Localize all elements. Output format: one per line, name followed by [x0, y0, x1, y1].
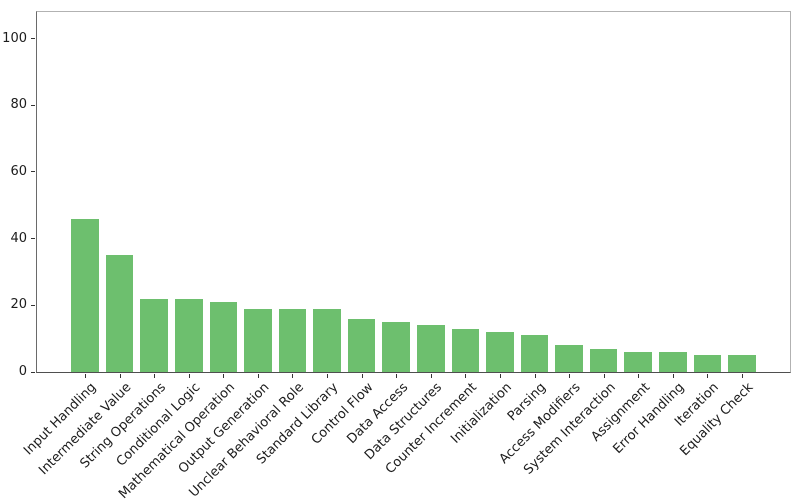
bar [693, 355, 722, 372]
x-tick-label: Output Generation [175, 380, 273, 477]
x-tick-label: Intermediate Value [36, 380, 135, 479]
x-tick-mark [119, 374, 121, 378]
bar [209, 302, 238, 372]
x-tick-mark [223, 374, 225, 378]
y-tick-label: 40 [10, 230, 27, 246]
x-tick-label: Unclear Behavioral Role [186, 380, 308, 501]
x-tick-mark [672, 374, 674, 378]
x-tick-label: Input Handling [21, 380, 100, 459]
bar [71, 218, 99, 372]
x-tick-mark [534, 374, 536, 378]
x-tick-label: Counter Increment [382, 380, 480, 478]
x-tick-label: Standard Library [254, 380, 342, 468]
x-tick-label: Control Flow [308, 380, 377, 448]
y-tick-mark [31, 238, 35, 240]
bar [658, 352, 687, 372]
x-tick-mark [430, 374, 432, 378]
x-tick-label: System Interaction [520, 380, 619, 478]
x-tick-mark [465, 374, 467, 378]
bar [140, 298, 169, 372]
x-tick-label: Parsing [504, 380, 550, 425]
x-tick-label: Equality Check [677, 380, 757, 460]
x-tick-mark [85, 374, 87, 378]
bar [451, 328, 480, 372]
bar [520, 335, 549, 372]
x-tick-label: Assignment [588, 380, 653, 445]
bar [624, 352, 653, 372]
x-tick-label: Error Handling [610, 380, 688, 457]
x-tick-label: Data Structures [362, 380, 446, 464]
x-axis-labels: Input Handling Intermediate Value String O… [21, 377, 789, 503]
y-tick-label: 100 [2, 30, 27, 46]
x-tick-label: Mathematical Operation [116, 380, 238, 502]
x-tick-label: Data Access [343, 380, 411, 447]
y-tick-label: 20 [10, 297, 27, 313]
y-tick-mark [31, 371, 35, 373]
bar [589, 348, 618, 372]
y-tick-label: 60 [10, 164, 27, 180]
x-tick-mark [292, 374, 294, 378]
bar [382, 322, 411, 372]
x-tick-mark [741, 374, 743, 378]
x-tick-mark [707, 374, 709, 378]
bar [347, 318, 376, 372]
x-tick-mark [257, 374, 259, 378]
bar [416, 325, 445, 372]
bar [174, 298, 203, 372]
x-tick-mark [188, 374, 190, 378]
bar [313, 308, 341, 372]
y-tick-mark [31, 171, 35, 173]
bar [728, 355, 756, 372]
y-tick-mark [31, 304, 35, 306]
y-tick-mark [31, 38, 35, 40]
plot-area: 0 20 40 60 80 100 [2, 11, 791, 379]
x-tick-mark [396, 374, 398, 378]
x-tick-mark [327, 374, 329, 378]
bar [555, 345, 583, 372]
bar [486, 332, 514, 372]
x-tick-mark [569, 374, 571, 378]
y-tick-label: 80 [10, 97, 27, 113]
x-tick-label: Conditional Logic [113, 380, 204, 470]
x-tick-label: Access Modifiers [496, 380, 584, 467]
y-tick-mark [31, 104, 35, 106]
x-tick-mark [154, 374, 156, 378]
x-tick-mark [603, 374, 605, 378]
x-tick-label: Iteration [672, 380, 722, 430]
bar [244, 308, 272, 372]
x-tick-mark [361, 374, 363, 378]
x-tick-mark [638, 374, 640, 378]
bar [105, 255, 134, 372]
x-tick-label: Initialization [447, 380, 515, 447]
y-tick-label: 0 [18, 364, 27, 380]
x-tick-mark [499, 374, 501, 378]
bar [278, 308, 307, 372]
x-tick-label: String Operations [77, 380, 169, 472]
